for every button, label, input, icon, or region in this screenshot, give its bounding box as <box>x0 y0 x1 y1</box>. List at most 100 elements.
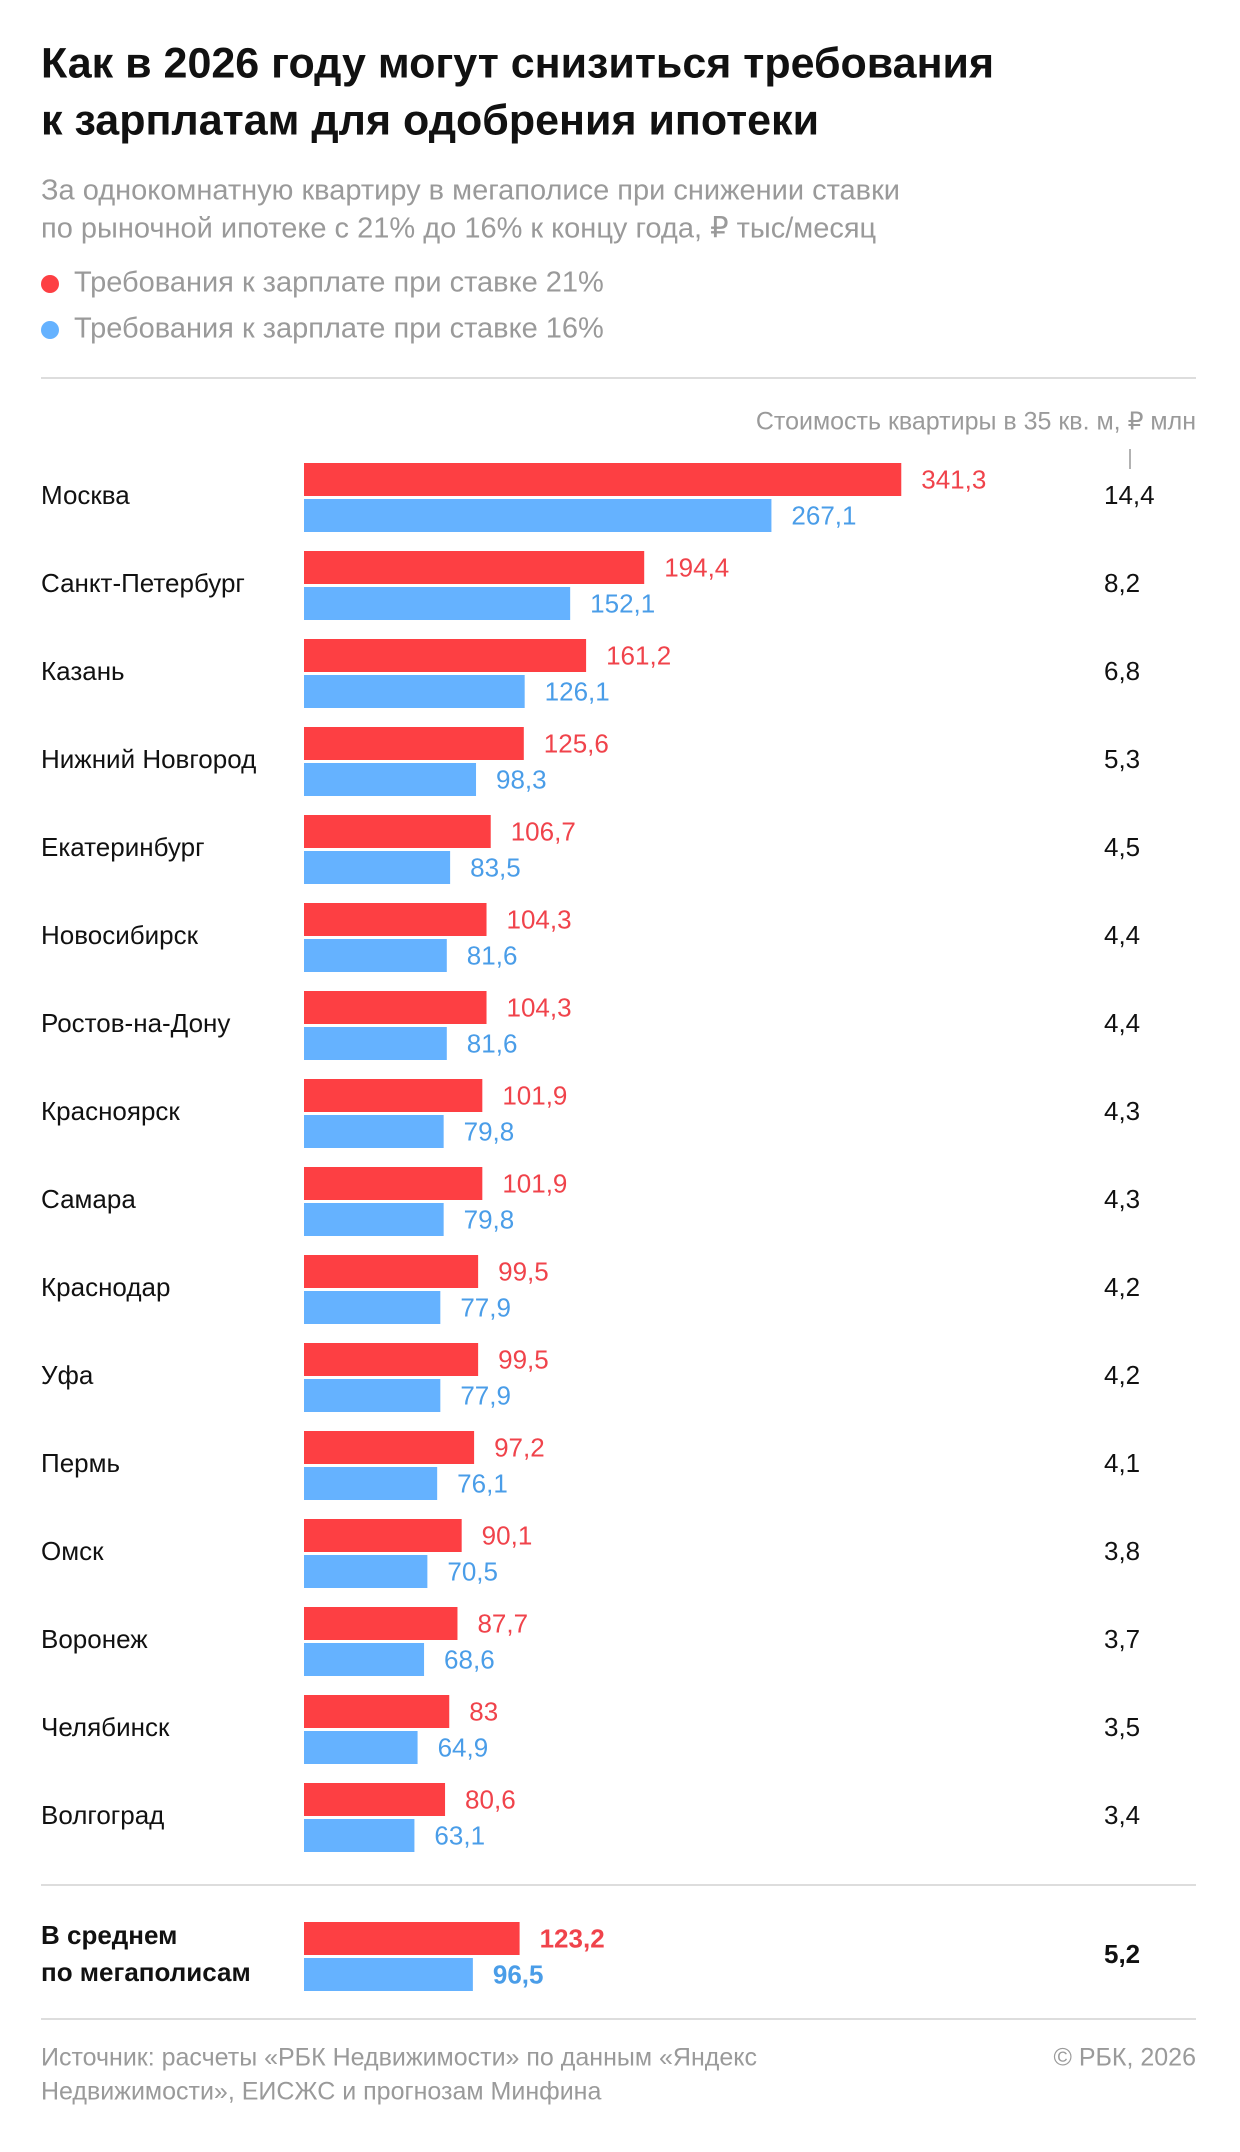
bar <box>304 1379 441 1412</box>
cost-value: 3,5 <box>1104 1712 1140 1742</box>
bar <box>304 463 902 496</box>
cost-value: 3,8 <box>1104 1536 1140 1566</box>
bar <box>304 675 525 708</box>
value-label: 104,3 <box>507 992 572 1022</box>
value-label: 101,9 <box>502 1168 567 1198</box>
bar <box>304 1467 438 1500</box>
source: Недвижимости», ЕИСЖС и прогнозам Минфина <box>41 2078 601 2106</box>
category-label: Ростов-на-Дону <box>41 1008 230 1038</box>
bar <box>304 1519 462 1552</box>
category-label: Волгоград <box>41 1800 164 1830</box>
bar <box>304 1607 458 1640</box>
value-label: 98,3 <box>496 764 547 794</box>
bar <box>304 1255 479 1288</box>
source: Источник: расчеты «РБК Недвижимости» по … <box>41 2044 757 2072</box>
cost-value: 5,3 <box>1104 744 1140 774</box>
cost-value: 4,4 <box>1104 920 1140 950</box>
category-label: Москва <box>41 480 130 510</box>
cost-value: 4,2 <box>1104 1360 1140 1390</box>
value-label: 126,1 <box>545 676 610 706</box>
cost-value: 4,1 <box>1104 1448 1140 1478</box>
bar <box>304 903 487 936</box>
value-label: 79,8 <box>464 1204 515 1234</box>
bar <box>304 991 487 1024</box>
value-label: 87,7 <box>477 1608 528 1638</box>
bar <box>304 1079 483 1112</box>
value-label: 68,6 <box>444 1644 495 1674</box>
chart-subtitle: За однокомнатную квартиру в мегаполисе п… <box>41 175 900 207</box>
value-label: 97,2 <box>494 1432 545 1462</box>
bar <box>304 727 524 760</box>
value-label: 125,6 <box>544 728 609 758</box>
category-label: Уфа <box>41 1360 94 1390</box>
value-label: 104,3 <box>507 904 572 934</box>
cost-value: 8,2 <box>1104 568 1140 598</box>
category-label: Казань <box>41 656 125 686</box>
cost-value: 4,5 <box>1104 832 1140 862</box>
cost-value: 4,2 <box>1104 1272 1140 1302</box>
bar <box>304 1695 450 1728</box>
category-label: Пермь <box>41 1448 120 1478</box>
value-label: 81,6 <box>467 940 518 970</box>
average-cost: 5,2 <box>1104 1939 1140 1969</box>
cost-value: 4,3 <box>1104 1096 1140 1126</box>
value-label: 63,1 <box>434 1820 485 1850</box>
value-label: 341,3 <box>921 464 986 494</box>
bar <box>304 1555 428 1588</box>
category-label: Омск <box>41 1536 104 1566</box>
value-label: 90,1 <box>482 1520 533 1550</box>
category-label: Санкт-Петербург <box>41 568 245 598</box>
bar <box>304 1783 446 1816</box>
value-label: 267,1 <box>791 500 856 530</box>
value-label: 123,2 <box>540 1923 605 1953</box>
value-label: 64,9 <box>438 1732 489 1762</box>
value-label: 79,8 <box>464 1116 515 1146</box>
bar <box>304 939 447 972</box>
category-label: Новосибирск <box>41 920 199 950</box>
bar <box>304 551 645 584</box>
value-label: 99,5 <box>498 1344 549 1374</box>
category-label: Челябинск <box>41 1712 170 1742</box>
legend-label: Требования к зарплате при ставке 16% <box>74 313 604 345</box>
bar <box>304 499 772 532</box>
cost-value: 4,4 <box>1104 1008 1140 1038</box>
bar <box>304 1431 475 1464</box>
value-label: 70,5 <box>447 1556 498 1586</box>
chart-title: Как в 2026 году могут снизиться требован… <box>41 39 994 87</box>
bar <box>304 1167 483 1200</box>
bar <box>304 1922 520 1955</box>
value-label: 194,4 <box>664 552 729 582</box>
chart-title: к зарплатам для одобрения ипотеки <box>41 96 819 144</box>
bar <box>304 1731 418 1764</box>
chart-subtitle: по рыночной ипотеке с 21% до 16% к концу… <box>41 213 876 245</box>
value-label: 80,6 <box>465 1784 516 1814</box>
bar <box>304 1343 479 1376</box>
legend-dot <box>41 275 59 293</box>
bar <box>304 1819 415 1852</box>
bar <box>304 815 491 848</box>
cost-value: 14,4 <box>1104 480 1155 510</box>
legend-label: Требования к зарплате при ставке 21% <box>74 267 604 299</box>
bar <box>304 1203 444 1236</box>
value-label: 152,1 <box>590 588 655 618</box>
cost-value: 6,8 <box>1104 656 1140 686</box>
value-label: 83,5 <box>470 852 521 882</box>
legend-dot <box>41 321 59 339</box>
bar <box>304 639 587 672</box>
category-label: Красноярск <box>41 1096 180 1126</box>
bar <box>304 1958 473 1991</box>
value-label: 106,7 <box>511 816 576 846</box>
value-label: 99,5 <box>498 1256 549 1286</box>
category-label: Краснодар <box>41 1272 170 1302</box>
value-label: 76,1 <box>457 1468 508 1498</box>
value-label: 96,5 <box>493 1959 544 1989</box>
cost-value: 3,7 <box>1104 1624 1140 1654</box>
bar <box>304 1115 444 1148</box>
cost-value: 3,4 <box>1104 1800 1140 1830</box>
bar <box>304 1643 425 1676</box>
category-label: Екатеринбург <box>41 832 205 862</box>
bar <box>304 587 571 620</box>
average-label: по мегаполисам <box>41 1957 251 1987</box>
copyright: © РБК, 2026 <box>1053 2044 1196 2072</box>
